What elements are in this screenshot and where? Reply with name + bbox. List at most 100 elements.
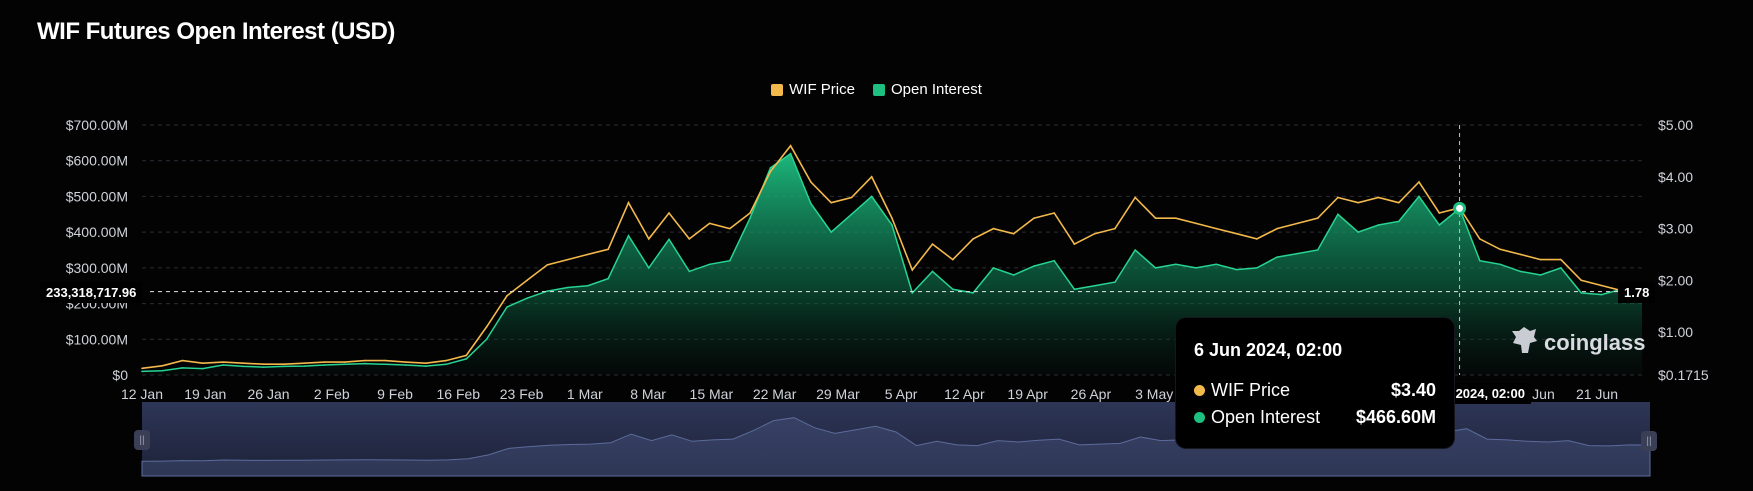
- open-interest-point: [1053, 259, 1055, 262]
- watermark-text: coinglass: [1544, 330, 1646, 355]
- wif-price-point: [972, 238, 974, 240]
- wif-price-point: [1134, 196, 1137, 199]
- y-left-tick-label: $400.00M: [66, 224, 128, 240]
- open-interest-point: [749, 217, 751, 219]
- navigator-right-handle[interactable]: ||: [1641, 431, 1657, 451]
- wif-price-point: [931, 243, 934, 245]
- x-tick-label: 23 Feb: [500, 386, 544, 402]
- open-interest-point: [627, 234, 630, 237]
- y-right-tick-label: $0.1715: [1658, 367, 1709, 383]
- open-interest-point: [506, 306, 508, 308]
- wif-price-point: [668, 212, 670, 214]
- open-interest-point: [769, 167, 772, 169]
- wif-price-point: [830, 201, 832, 204]
- y-axis-right: $0.1715 $1.00 $2.00 $3.00 $4.00 $5.00: [1658, 117, 1709, 383]
- y-left-tick-label: $300.00M: [66, 260, 128, 276]
- crosshair-right-value: 1.78: [1618, 282, 1656, 303]
- open-interest-point: [1256, 267, 1258, 269]
- open-interest-point: [708, 263, 711, 266]
- wif-price-point: [506, 295, 508, 297]
- open-interest-point: [789, 152, 792, 155]
- wif-price-point: [1276, 227, 1278, 230]
- wif-price-point: [1377, 196, 1380, 199]
- legend-label-open-interest: Open Interest: [890, 81, 982, 98]
- open-interest-point: [384, 363, 387, 366]
- open-interest-point: [485, 338, 488, 341]
- open-interest-point: [1316, 249, 1319, 251]
- navigator-left-handle[interactable]: ||: [134, 430, 150, 450]
- wif-price-point: [283, 363, 285, 366]
- wif-price-point: [526, 279, 528, 282]
- open-interest-point: [587, 284, 589, 287]
- wif-price-point: [141, 367, 143, 370]
- wif-price-point: [1093, 232, 1096, 235]
- x-tick-label: 3 May: [1135, 386, 1173, 402]
- open-interest-point: [242, 365, 245, 368]
- open-interest-point: [870, 195, 873, 198]
- wif-price-point: [323, 361, 326, 363]
- crosshair-marker: [1453, 201, 1467, 215]
- open-interest-point: [1154, 267, 1157, 269]
- tooltip-label-price: WIF Price: [1211, 380, 1290, 400]
- open-interest-point: [1276, 256, 1278, 258]
- open-interest-point: [952, 288, 954, 291]
- x-tick-label: 19 Jan: [184, 386, 226, 402]
- tooltip-value-price: $3.40: [1390, 380, 1436, 400]
- open-interest-point: [1073, 288, 1076, 291]
- x-tick-label: 15 Mar: [690, 386, 734, 402]
- open-interest-point: [931, 270, 934, 273]
- crosshair-left-value: 233,318,717.96: [40, 282, 143, 303]
- wif-price-point: [1560, 258, 1562, 261]
- wif-price-point: [870, 175, 873, 178]
- open-interest-point: [1479, 259, 1481, 262]
- wif-price-point: [161, 364, 164, 367]
- open-interest-point: [1438, 224, 1441, 226]
- wif-price-point: [1600, 284, 1603, 287]
- open-interest-point: [1215, 263, 1218, 266]
- open-interest-point: [283, 365, 285, 368]
- open-interest-point: [992, 267, 995, 269]
- open-interest-point: [181, 367, 184, 369]
- wif-price-point: [769, 170, 772, 173]
- wif-price-point: [708, 222, 711, 225]
- x-tick-label: 21 Jun: [1576, 386, 1618, 402]
- open-interest-point: [1114, 281, 1116, 283]
- wif-price-point: [607, 248, 610, 251]
- open-interest-point: [1033, 265, 1035, 267]
- coinglass-watermark: coinglass: [1510, 325, 1645, 361]
- x-tick-label: 2 Feb: [314, 386, 350, 402]
- wif-price-point: [1519, 253, 1522, 256]
- open-interest-point: [1235, 268, 1238, 271]
- x-tick-label: 16 Feb: [437, 386, 481, 402]
- wif-price-point: [647, 238, 650, 240]
- open-interest-point: [1418, 195, 1420, 198]
- wif-price-point: [303, 362, 305, 364]
- x-tick-label: 19 Apr: [1007, 386, 1048, 402]
- chart-title: WIF Futures Open Interest (USD): [37, 18, 395, 45]
- open-interest-point: [1560, 267, 1562, 269]
- legend-item-open-interest[interactable]: Open Interest: [872, 81, 982, 98]
- wif-price-point: [1357, 201, 1360, 204]
- y-left-tick-label: $100.00M: [66, 331, 128, 347]
- open-interest-point: [262, 366, 265, 368]
- tooltip: 6 Jun 2024, 02:00 WIF Price $3.40 Open I…: [1176, 318, 1454, 448]
- wif-price-point: [1337, 196, 1339, 199]
- open-interest-point: [1600, 293, 1603, 296]
- open-interest-point: [688, 270, 691, 273]
- wif-price-point: [1195, 222, 1197, 225]
- wif-price-point: [1580, 279, 1582, 282]
- wif-price-point: [1418, 181, 1420, 183]
- wif-price-point: [729, 227, 731, 230]
- x-tick-label: 5 Apr: [885, 386, 918, 402]
- legend-item-price[interactable]: WIF Price: [771, 81, 855, 98]
- open-interest-point: [465, 358, 468, 360]
- wif-price-point: [1033, 217, 1035, 219]
- wif-price-point: [1174, 217, 1177, 219]
- y-axis-left: $0$100.00M$200.00M$300.00M$400.00M$500.0…: [66, 117, 128, 383]
- open-interest-point: [202, 367, 204, 370]
- wif-price-point: [688, 238, 691, 240]
- y-right-tick-label: $1.00: [1658, 324, 1693, 340]
- open-interest-point: [161, 369, 164, 372]
- wif-price-point: [445, 359, 447, 362]
